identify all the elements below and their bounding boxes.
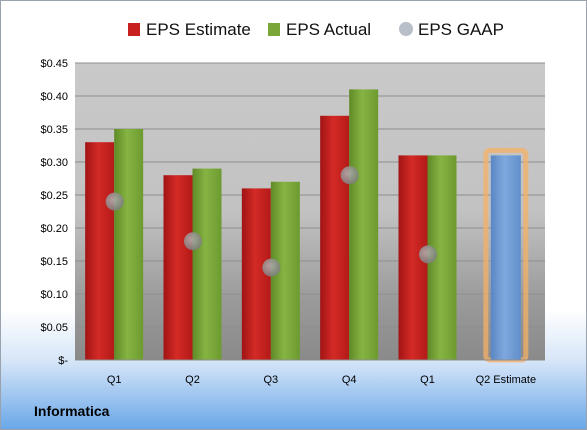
y-tick-label: $0.05 bbox=[40, 322, 68, 334]
y-tick-label: $0.20 bbox=[40, 223, 68, 235]
gridlines bbox=[75, 62, 545, 328]
legend-swatch bbox=[399, 22, 413, 36]
legend-label: EPS GAAP bbox=[418, 20, 504, 39]
x-tick-label: Q4 bbox=[342, 374, 357, 386]
x-tick-label: Q2 Estimate bbox=[476, 374, 537, 386]
legend-swatch bbox=[268, 23, 280, 36]
bar-eps-actual bbox=[192, 168, 222, 360]
legend-swatch bbox=[128, 23, 140, 36]
y-tick-label: $0.30 bbox=[40, 157, 68, 169]
company-name: Informatica bbox=[34, 403, 110, 419]
legend-label: EPS Estimate bbox=[146, 20, 251, 39]
marker-eps-gaap bbox=[419, 245, 437, 264]
x-tick-label: Q3 bbox=[263, 374, 278, 386]
x-tick-labels: Q1 Q2 Q3 Q4 Q1 Q2 Estimate bbox=[107, 374, 536, 386]
y-tick-label: $0.45 bbox=[40, 58, 68, 70]
bar-eps-estimate bbox=[320, 115, 350, 360]
bar-eps-actual bbox=[349, 89, 379, 361]
x-tick-label: Q1 bbox=[107, 374, 122, 386]
bar-eps-estimate bbox=[163, 175, 193, 360]
y-tick-label: $0.40 bbox=[40, 91, 68, 103]
plot-area bbox=[75, 63, 545, 360]
y-tick-label: $- bbox=[58, 355, 68, 367]
y-tick-label: $0.15 bbox=[40, 256, 68, 268]
x-tick-label: Q1 bbox=[420, 374, 435, 386]
y-tick-label: $0.10 bbox=[40, 289, 68, 301]
gaap-markers bbox=[105, 166, 437, 277]
legend: EPS Estimate EPS Actual EPS GAAP bbox=[128, 20, 504, 39]
bar-eps-actual bbox=[114, 129, 144, 360]
y-tick-label: $0.35 bbox=[40, 124, 68, 136]
y-tick-label: $0.25 bbox=[40, 190, 68, 202]
marker-eps-gaap bbox=[184, 232, 202, 251]
x-tick-label: Q2 bbox=[185, 374, 200, 386]
y-tick-labels: $- $0.05 $0.10 $0.15 $0.20 $0.25 $0.30 $0.35 $0.… bbox=[40, 58, 68, 367]
marker-eps-gaap bbox=[105, 192, 124, 211]
bar-eps-estimate bbox=[85, 142, 115, 360]
marker-eps-gaap bbox=[262, 258, 281, 277]
bar-q2-estimate bbox=[490, 155, 521, 360]
legend-label: EPS Actual bbox=[286, 20, 371, 39]
marker-eps-gaap bbox=[340, 166, 359, 185]
